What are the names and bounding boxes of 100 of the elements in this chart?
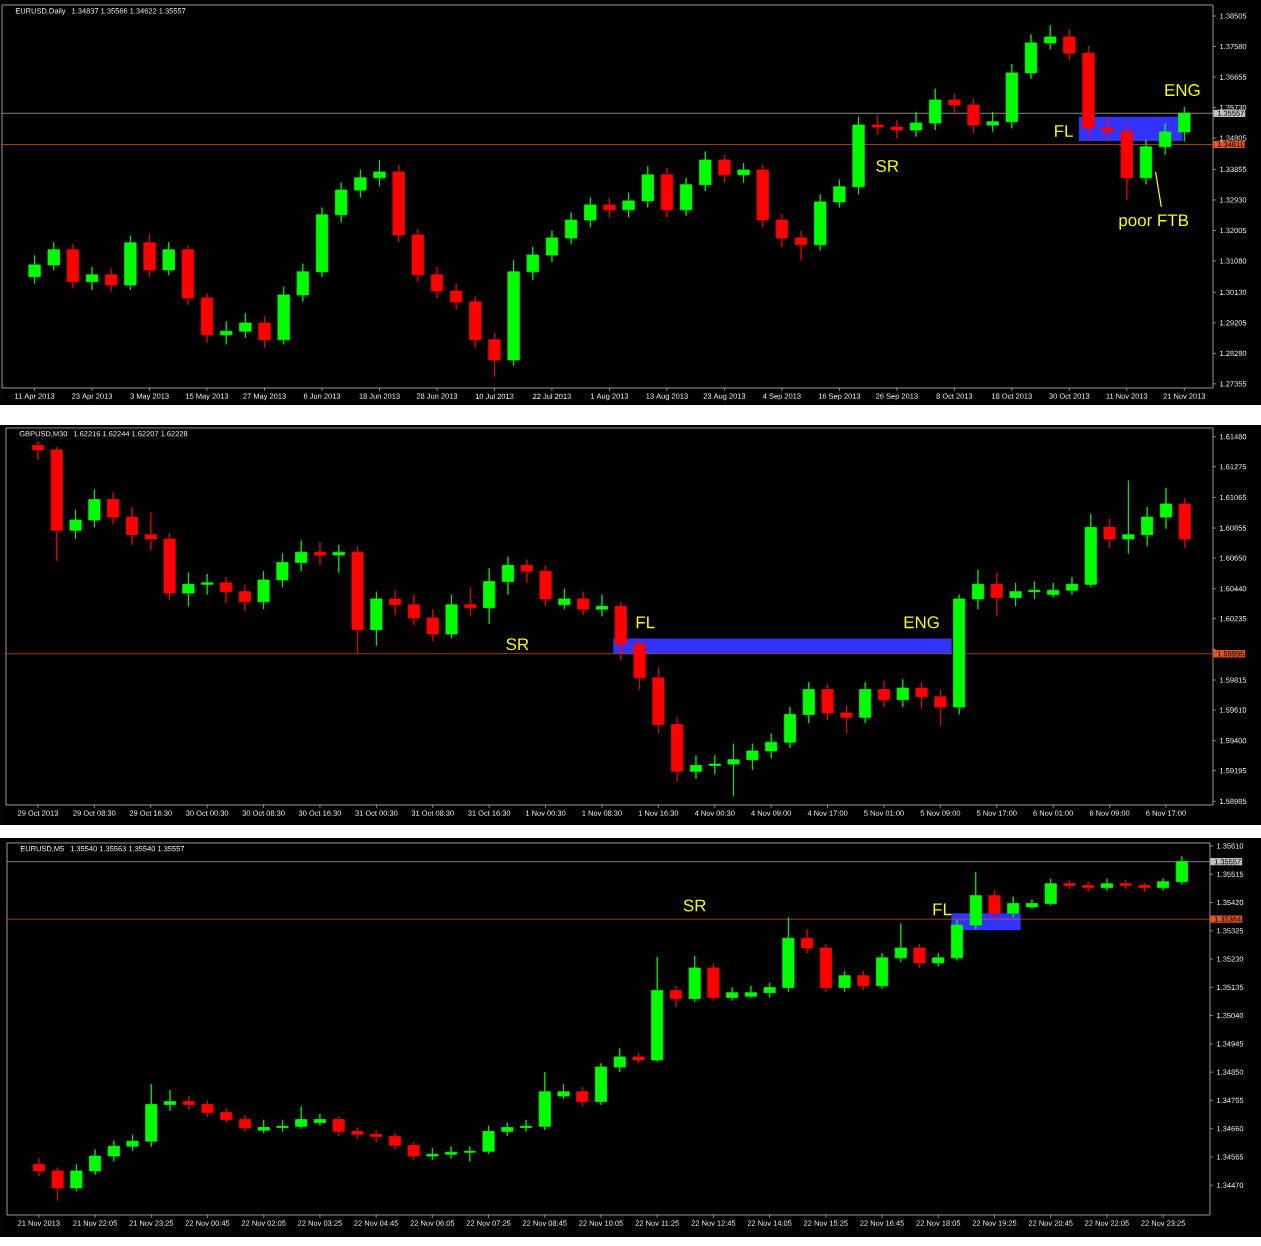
- candlestick: [833, 179, 846, 208]
- candlestick: [622, 192, 635, 218]
- candlestick: [1103, 518, 1116, 549]
- candlestick: [801, 928, 814, 954]
- candlestick: [392, 164, 405, 243]
- candlestick: [744, 985, 757, 999]
- candlestick: [669, 985, 682, 1008]
- annotation: ENG: [904, 616, 939, 629]
- candlestick: [370, 1129, 383, 1143]
- candlestick: [595, 594, 609, 617]
- candlestick: [28, 254, 41, 284]
- candlestick: [852, 116, 865, 195]
- candlestick: [1063, 879, 1076, 890]
- candlestick: [783, 706, 797, 749]
- candlestick: [707, 963, 720, 1002]
- candlestick: [407, 594, 421, 626]
- candlestick: [163, 532, 176, 601]
- candlestick: [821, 683, 834, 721]
- candlestick: [545, 230, 559, 263]
- candlestick: [838, 970, 851, 993]
- candlestick: [105, 268, 118, 293]
- candlestick: [671, 716, 684, 782]
- candlestick: [354, 169, 367, 199]
- candlestick: [1139, 139, 1153, 185]
- candlestick: [1178, 106, 1191, 142]
- candlestick: [890, 119, 904, 139]
- candlestick: [181, 245, 195, 306]
- candlestick: [660, 167, 674, 218]
- candlestick: [335, 182, 348, 223]
- candlestick: [373, 159, 386, 187]
- candlestick: [313, 1113, 326, 1127]
- candlestick: [819, 943, 832, 993]
- candlestick: [1025, 899, 1038, 909]
- candlestick: [488, 332, 501, 378]
- candlestick: [295, 1105, 308, 1130]
- candlestick: [557, 1083, 570, 1100]
- candlestick: [652, 667, 665, 734]
- candlestick: [746, 743, 759, 771]
- candlestick: [967, 98, 980, 134]
- annotation: SR: [506, 638, 529, 651]
- candlestick: [520, 559, 533, 584]
- candlestick: [558, 588, 571, 610]
- candlestick: [794, 230, 808, 261]
- candlestick: [182, 1095, 195, 1110]
- candlestick: [296, 263, 309, 302]
- candlestick: [802, 681, 815, 724]
- candlestick: [876, 952, 889, 990]
- candlestick: [1158, 123, 1172, 156]
- candlestick: [699, 151, 712, 192]
- candlestick: [66, 243, 80, 289]
- candlestick: [164, 1089, 177, 1112]
- candlestick: [633, 638, 646, 690]
- candlestick: [708, 754, 721, 775]
- candlestick: [85, 266, 99, 291]
- candlestick: [445, 1146, 458, 1159]
- candlestick: [763, 982, 776, 999]
- candlestick: [1119, 879, 1132, 890]
- candlestick: [613, 1047, 626, 1073]
- candlestick: [469, 296, 482, 349]
- candlestick: [69, 509, 82, 540]
- candlestick: [679, 177, 693, 217]
- annotation: FL: [933, 903, 952, 916]
- candlestick: [332, 1116, 345, 1137]
- candlestick: [47, 241, 60, 271]
- candlestick: [51, 1166, 64, 1202]
- candlestick: [1082, 881, 1095, 893]
- candlestick: [988, 890, 1001, 921]
- candlestick: [430, 266, 444, 299]
- candlestick: [463, 1146, 476, 1162]
- candlestick: [1084, 513, 1097, 588]
- candlestick: [464, 586, 477, 617]
- candlestick: [934, 689, 947, 727]
- candlestick: [584, 197, 597, 228]
- candlestick: [238, 583, 251, 612]
- candlestick: [143, 233, 156, 278]
- candlestick: [969, 871, 982, 930]
- candlestick: [407, 1141, 420, 1161]
- candlestick: [632, 1052, 645, 1064]
- candlestick: [276, 553, 289, 588]
- candlestick: [1120, 124, 1133, 201]
- candlestick: [388, 1132, 401, 1150]
- candlestick: [351, 1126, 364, 1140]
- candlestick: [411, 228, 424, 283]
- candlestick: [915, 681, 928, 709]
- annotation: ENG: [1165, 84, 1200, 97]
- candlestick: [688, 955, 701, 1003]
- candlestick: [775, 213, 789, 248]
- candlestick: [482, 1125, 495, 1155]
- candlestick: [501, 556, 515, 595]
- candlestick: [1009, 582, 1022, 607]
- candlestick: [1044, 878, 1057, 906]
- candlestick: [50, 446, 63, 562]
- candlestick: [162, 241, 175, 276]
- annotation: FL: [1055, 125, 1073, 137]
- candlestick: [641, 165, 654, 208]
- candlestick: [107, 1140, 120, 1162]
- candlestick: [737, 162, 750, 184]
- candlestick: [277, 286, 290, 345]
- candlestick: [909, 111, 923, 137]
- candlestick: [31, 440, 45, 461]
